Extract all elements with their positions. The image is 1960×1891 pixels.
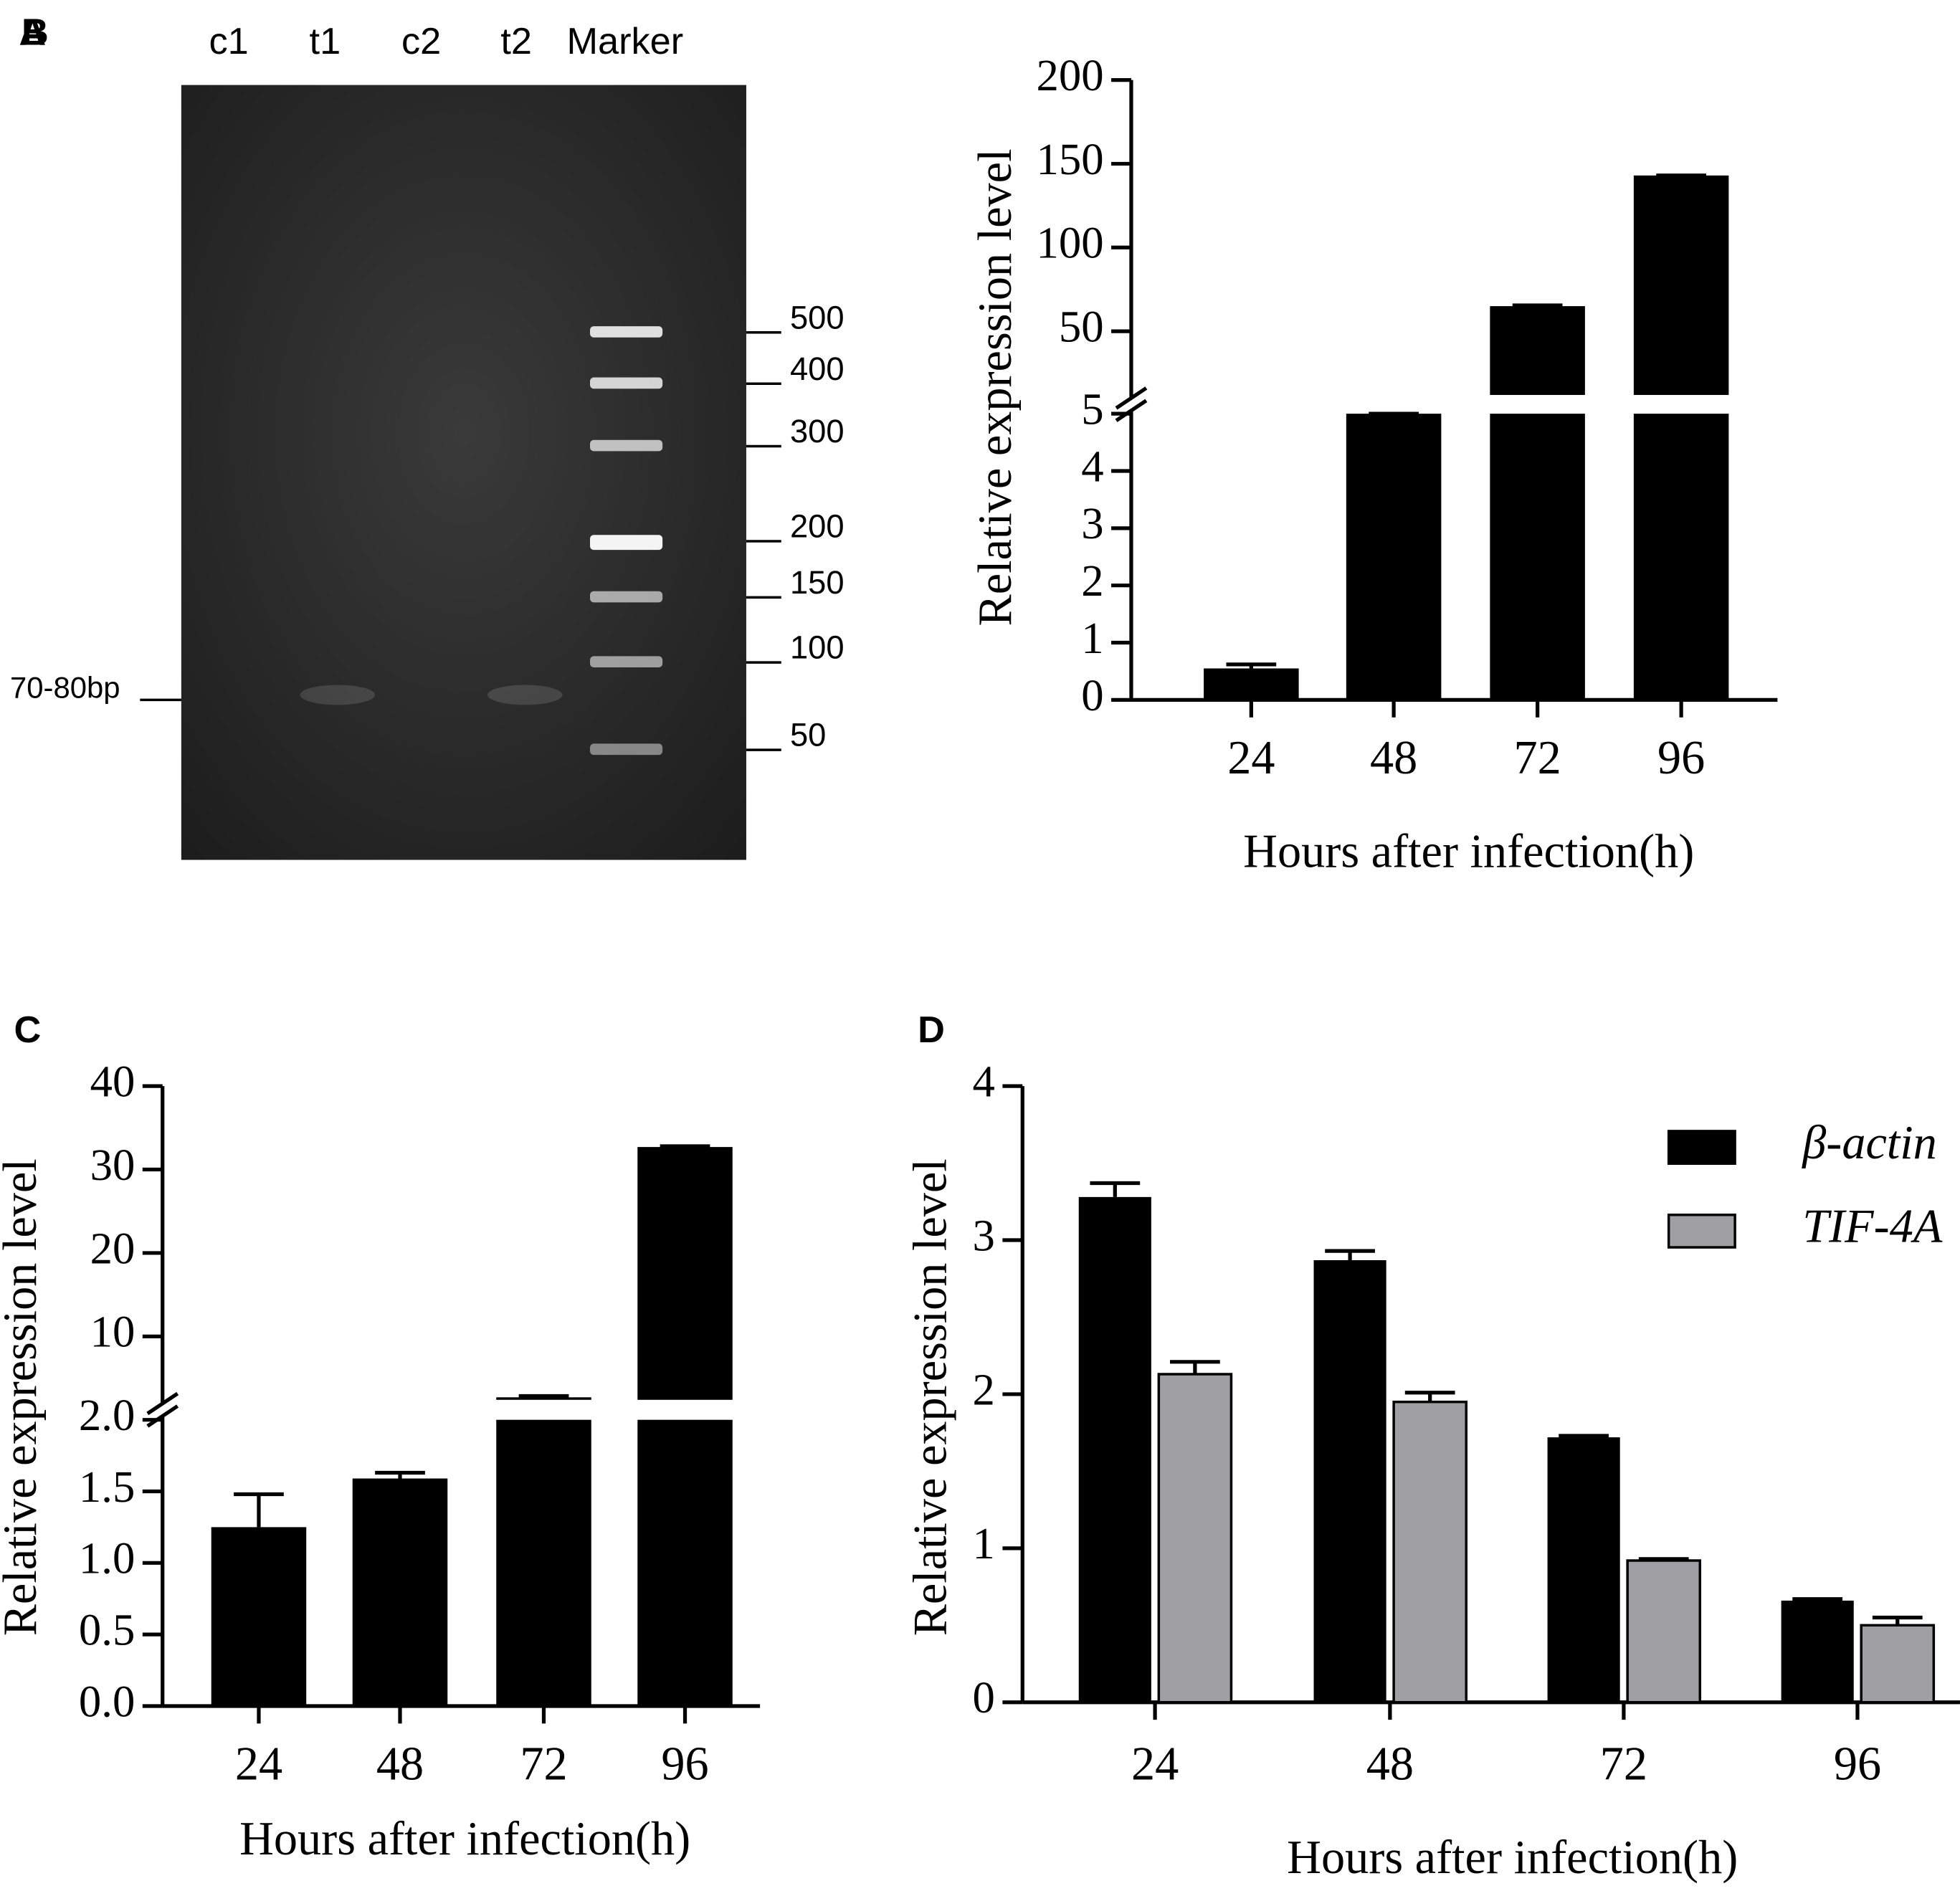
x-tick-label: 96 [661, 1738, 708, 1790]
x-tick-label: 72 [1514, 732, 1561, 784]
y-tick-label: 100 [1036, 218, 1103, 268]
x-axis-title: Hours after infection(h) [1243, 826, 1694, 878]
y-tick-label: 3 [1081, 498, 1103, 548]
lane-label: c2 [401, 21, 441, 62]
axis-break [1115, 399, 1148, 422]
bar-lower [496, 1419, 591, 1706]
y-tick-label: 30 [90, 1140, 135, 1190]
marker-label: 150 [790, 564, 845, 601]
axis-break [146, 1391, 179, 1416]
lane-label: Marker [566, 21, 683, 62]
x-tick-label: 24 [235, 1738, 282, 1790]
bar [1860, 1624, 1936, 1704]
marker-band [590, 743, 663, 756]
panel-label: C [14, 1009, 42, 1051]
bar [211, 1527, 307, 1706]
bar [1204, 668, 1299, 700]
panel-label: B [22, 12, 49, 54]
x-axis-title: Hours after infection(h) [1287, 1832, 1738, 1884]
marker-label: 50 [790, 717, 826, 753]
marker-label: 100 [790, 629, 845, 666]
x-axis-title: Hours after infection(h) [239, 1813, 690, 1865]
sample-band [300, 685, 376, 705]
y-tick-label: 150 [1036, 134, 1103, 184]
marker-label: 500 [790, 299, 845, 335]
x-tick-label: 72 [520, 1738, 567, 1790]
bar-upper [637, 1147, 733, 1400]
bar-lower [1633, 414, 1729, 700]
y-tick-label: 40 [90, 1057, 135, 1107]
x-tick-label: 48 [1366, 1738, 1414, 1790]
marker-band [590, 535, 663, 551]
marker-band [590, 377, 663, 389]
y-tick-label: 0.5 [79, 1605, 135, 1655]
y-axis-title: Relative expression level [0, 1158, 47, 1636]
y-tick-label: 1.5 [79, 1462, 135, 1512]
lane-label: t1 [310, 21, 341, 62]
bar [1547, 1437, 1620, 1702]
y-tick-label: 4 [1081, 441, 1103, 491]
bar-upper [496, 1397, 591, 1400]
legend-label: β-actin [1801, 1117, 1937, 1169]
bar [352, 1478, 448, 1706]
x-tick-label: 24 [1131, 1738, 1179, 1790]
bar-lower [1490, 414, 1585, 700]
y-tick-label: 1 [1081, 613, 1103, 663]
y-tick-label: 1 [973, 1518, 995, 1568]
y-tick-label: 2 [973, 1364, 995, 1414]
axis-break [146, 1404, 179, 1428]
y-tick-label: 4 [973, 1057, 995, 1107]
y-tick-label: 200 [1036, 50, 1103, 100]
legend-swatch [1667, 1213, 1736, 1249]
marker-label: 200 [790, 508, 845, 544]
legend-swatch [1667, 1130, 1736, 1165]
x-tick-label: 96 [1834, 1738, 1881, 1790]
bar-lower [637, 1419, 733, 1706]
y-tick-label: 0 [1081, 670, 1103, 720]
x-tick-label: 48 [376, 1738, 424, 1790]
marker-label: 400 [790, 351, 845, 387]
y-tick-label: 1.0 [79, 1533, 135, 1583]
lane-label: t2 [500, 21, 532, 62]
marker-band [590, 326, 663, 338]
axis-break [1115, 386, 1148, 410]
y-tick-label: 0.0 [79, 1676, 135, 1726]
gel [181, 85, 746, 860]
bar [1626, 1559, 1702, 1704]
panel-label: D [918, 1009, 945, 1051]
y-tick-label: 50 [1059, 302, 1104, 352]
marker-band [590, 591, 663, 603]
y-tick-label: 5 [1081, 384, 1103, 434]
legend-label: TIF-4A [1802, 1201, 1943, 1253]
y-tick-label: 10 [90, 1307, 135, 1357]
marker-band [590, 439, 663, 452]
x-tick-label: 48 [1370, 732, 1417, 784]
bar [1078, 1196, 1151, 1702]
y-axis-title: Relative expression level [904, 1158, 956, 1636]
bar [1157, 1373, 1233, 1704]
band-label: 70-80bp [10, 670, 120, 704]
bar [1781, 1600, 1854, 1702]
sample-band [487, 685, 563, 705]
marker-label: 300 [790, 413, 845, 449]
bar [1392, 1400, 1467, 1704]
y-tick-label: 2 [1081, 556, 1103, 606]
bar-upper [1490, 306, 1585, 395]
x-tick-label: 96 [1657, 732, 1705, 784]
bar-upper [1633, 175, 1729, 395]
y-axis-title: Relative expression level [969, 149, 1022, 627]
x-tick-label: 24 [1227, 732, 1275, 784]
y-tick-label: 2.0 [79, 1390, 135, 1440]
y-tick-label: 20 [90, 1223, 135, 1273]
marker-band [590, 656, 663, 668]
panel-label: A [19, 12, 46, 54]
bar [1346, 414, 1442, 700]
lane-label: c1 [209, 21, 249, 62]
bar [1313, 1259, 1386, 1702]
x-tick-label: 72 [1600, 1738, 1647, 1790]
y-tick-label: 3 [973, 1210, 995, 1260]
y-tick-label: 0 [973, 1672, 995, 1723]
